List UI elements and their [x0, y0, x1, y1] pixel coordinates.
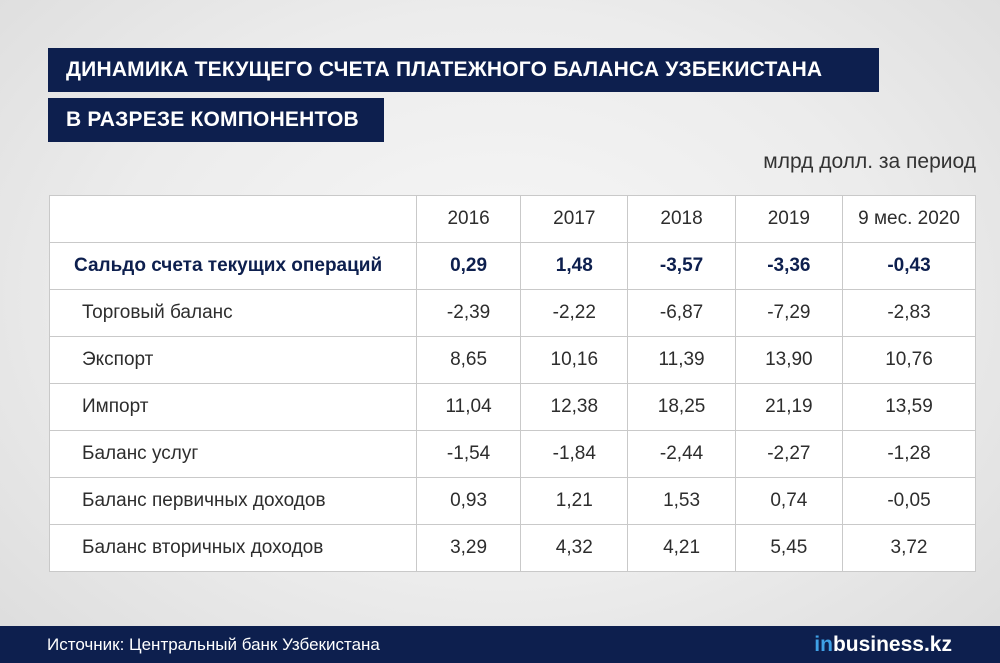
table-cell: 1,53 — [627, 477, 736, 525]
table-cell: -3,36 — [734, 242, 844, 290]
row-label: Сальдо счета текущих операций — [49, 242, 417, 290]
source-text: Источник: Центральный банк Узбекистана — [47, 635, 380, 654]
table-cell: 1,21 — [520, 477, 629, 525]
footer-bar: Источник: Центральный банк Узбекистана i… — [0, 626, 1000, 663]
table-cell: 5,45 — [734, 524, 844, 572]
column-header: 9 мес. 2020 — [842, 195, 976, 243]
brand-logo[interactable]: inbusiness.kz — [814, 633, 952, 657]
table-row: Баланс первичных доходов 0,93 1,21 1,53 … — [49, 477, 976, 525]
table-cell: -1,54 — [415, 430, 522, 478]
unit-label: млрд долл. за период — [763, 150, 976, 173]
table-row-current-account: Сальдо счета текущих операций 0,29 1,48 … — [49, 242, 976, 290]
table-cell: -2,22 — [520, 289, 629, 337]
table-row: Баланс услуг -1,54 -1,84 -2,44 -2,27 -1,… — [49, 430, 976, 478]
table-cell: 21,19 — [734, 383, 844, 431]
table-cell: -2,83 — [842, 289, 976, 337]
logo-prefix: in — [814, 633, 833, 656]
table-cell: -2,44 — [627, 430, 736, 478]
column-header: 2019 — [734, 195, 844, 243]
table-header-row: 2016 2017 2018 2019 9 мес. 2020 — [49, 195, 976, 243]
row-label: Баланс первичных доходов — [49, 477, 417, 525]
table-cell: -1,28 — [842, 430, 976, 478]
table-cell: 0,93 — [415, 477, 522, 525]
table-cell: 0,29 — [415, 242, 522, 290]
logo-suffix: business.kz — [832, 633, 952, 656]
table-cell: 3,29 — [415, 524, 522, 572]
row-label: Торговый баланс — [49, 289, 417, 337]
table-cell: -6,87 — [627, 289, 736, 337]
table-cell: 1,48 — [520, 242, 629, 290]
table-cell: -7,29 — [734, 289, 844, 337]
table-cell: -2,39 — [415, 289, 522, 337]
table-cell: 4,32 — [520, 524, 629, 572]
table-cell: -2,27 — [734, 430, 844, 478]
title-line-2: В РАЗРЕЗЕ КОМПОНЕНТОВ — [48, 98, 384, 142]
table-cell: 13,90 — [734, 336, 844, 384]
table-cell: 3,72 — [842, 524, 976, 572]
column-header: 2017 — [520, 195, 629, 243]
table-cell: -1,84 — [520, 430, 629, 478]
table-cell: 10,76 — [842, 336, 976, 384]
row-label: Импорт — [49, 383, 417, 431]
table-row: Баланс вторичных доходов 3,29 4,32 4,21 … — [49, 524, 976, 572]
table-cell: -0,43 — [842, 242, 976, 290]
table-cell: 13,59 — [842, 383, 976, 431]
table-row: Торговый баланс -2,39 -2,22 -6,87 -7,29 … — [49, 289, 976, 337]
table-cell: -0,05 — [842, 477, 976, 525]
row-label: Экспорт — [49, 336, 417, 384]
table-cell: 8,65 — [415, 336, 522, 384]
data-table: 2016 2017 2018 2019 9 мес. 2020 Сальдо с… — [49, 195, 976, 572]
table-cell: 12,38 — [520, 383, 629, 431]
row-label: Баланс услуг — [49, 430, 417, 478]
table-row: Импорт 11,04 12,38 18,25 21,19 13,59 — [49, 383, 976, 431]
column-header: 2018 — [627, 195, 736, 243]
table-cell: 11,04 — [415, 383, 522, 431]
table-cell: 11,39 — [627, 336, 736, 384]
table-cell: 4,21 — [627, 524, 736, 572]
column-header: 2016 — [415, 195, 522, 243]
table-cell: -3,57 — [627, 242, 736, 290]
table-row: Экспорт 8,65 10,16 11,39 13,90 10,76 — [49, 336, 976, 384]
row-label: Баланс вторичных доходов — [49, 524, 417, 572]
table-cell: 18,25 — [627, 383, 736, 431]
title-line-1: ДИНАМИКА ТЕКУЩЕГО СЧЕТА ПЛАТЕЖНОГО БАЛАН… — [48, 48, 879, 92]
table-cell: 10,16 — [520, 336, 629, 384]
table-cell: 0,74 — [734, 477, 844, 525]
header-empty-cell — [49, 195, 417, 243]
